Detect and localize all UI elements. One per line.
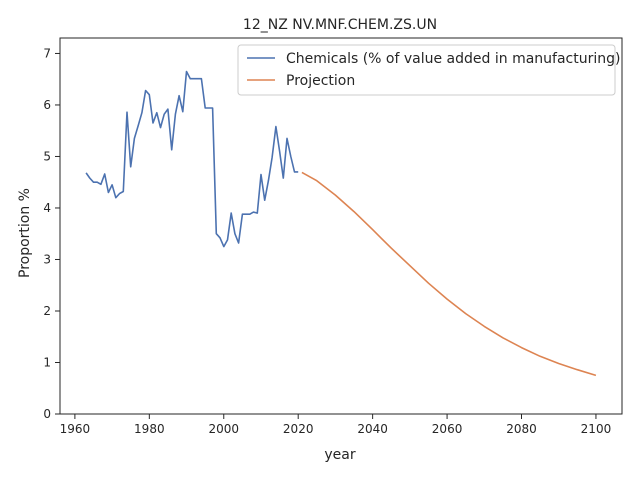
legend: Chemicals (% of value added in manufactu… bbox=[237, 44, 620, 96]
y-tick-label: 1 bbox=[43, 355, 51, 369]
x-tick-label: 1980 bbox=[134, 422, 165, 436]
x-tick-label: 1960 bbox=[60, 422, 91, 436]
y-tick-label: 6 bbox=[43, 98, 51, 112]
series-line-projection bbox=[301, 171, 597, 377]
x-tick-label: 2060 bbox=[432, 422, 463, 436]
x-tick-label: 2040 bbox=[357, 422, 388, 436]
y-tick-label: 2 bbox=[43, 304, 51, 318]
axes: 1960 1980 2000 2020 2040 2060 2080 2100 0 1 2 3 4 5 6 7 bbox=[43, 37, 623, 436]
legend-box bbox=[237, 44, 616, 96]
legend-label: Chemicals (% of value added in manufactu… bbox=[286, 51, 620, 67]
series-line-chemicals bbox=[85, 70, 299, 248]
y-tick-label: 5 bbox=[43, 149, 51, 163]
x-axis-label: year bbox=[324, 447, 355, 463]
y-tick-label: 3 bbox=[43, 252, 51, 266]
legend-label: Projection bbox=[286, 73, 355, 89]
x-tick-label: 2080 bbox=[506, 422, 537, 436]
x-tick-label: 2020 bbox=[283, 422, 314, 436]
y-tick-label: 4 bbox=[43, 201, 51, 215]
y-tick-label: 7 bbox=[43, 46, 51, 60]
plot-frame bbox=[59, 37, 623, 415]
series-layer bbox=[85, 70, 597, 377]
y-tick-label: 0 bbox=[43, 407, 51, 421]
x-tick-label: 2100 bbox=[581, 422, 612, 436]
chart-title: 12_NZ NV.MNF.CHEM.ZS.UN bbox=[243, 17, 437, 33]
y-axis-label: Proportion % bbox=[17, 188, 33, 278]
x-tick-label: 2000 bbox=[208, 422, 239, 436]
